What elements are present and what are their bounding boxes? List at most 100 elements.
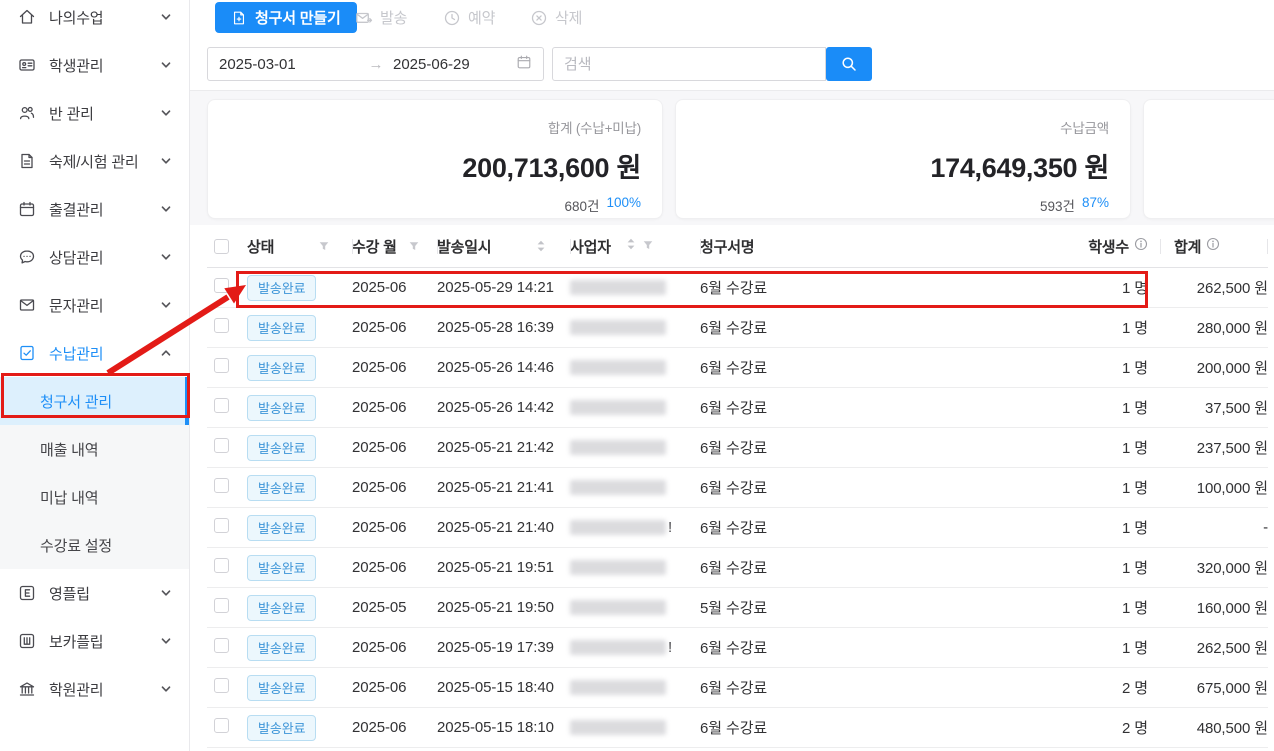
x-circle-icon	[531, 10, 547, 25]
delete-label: 삭제	[555, 10, 583, 27]
table-row[interactable]: 발송완료 2025-06 2025-05-19 17:39 ! 6월 수강료 1…	[207, 628, 1268, 668]
cell-month: 2025-06	[352, 479, 407, 496]
sidebar-item-label: 상담관리	[49, 249, 104, 267]
cell-status: 발송완료	[247, 314, 352, 341]
cell-sent-at: 2025-05-21 21:41	[437, 479, 554, 496]
filter-icon[interactable]	[318, 240, 352, 252]
cell-select	[207, 638, 247, 657]
table-row[interactable]: 발송완료 2025-06 2025-05-21 21:41 6월 수강료 1 명…	[207, 468, 1268, 508]
sidebar-item-sms[interactable]: 문자관리	[0, 281, 189, 329]
cell-business	[570, 720, 700, 735]
table-row[interactable]: 발송완료 2025-06 2025-05-29 14:21 6월 수강료 1 명…	[207, 268, 1268, 308]
search-input[interactable]	[552, 47, 826, 81]
table-row[interactable]: 발송완료 2025-06 2025-05-26 14:42 6월 수강료 1 명…	[207, 388, 1268, 428]
row-checkbox[interactable]	[214, 518, 229, 533]
cell-select	[207, 598, 247, 617]
cell-business	[570, 280, 700, 295]
cell-sent-at: 2025-05-21 21:42	[437, 439, 554, 456]
cell-total: 237,500 원	[1196, 440, 1268, 457]
submenu-item-unpaid-history[interactable]: 미납 내역	[0, 473, 189, 521]
cell-month: 2025-06	[352, 639, 407, 656]
submenu-item-sales-history[interactable]: 매출 내역	[0, 425, 189, 473]
row-checkbox[interactable]	[214, 718, 229, 733]
sidebar-item-academy-management[interactable]: 학원관리	[0, 665, 189, 713]
reserve-button[interactable]: 예약	[443, 2, 495, 33]
submenu-item-invoice-management[interactable]: 청구서 관리	[0, 377, 189, 425]
cell-select	[207, 398, 247, 417]
cell-sent-at: 2025-05-21 19:50	[437, 599, 554, 616]
send-button[interactable]: 발송	[355, 2, 407, 33]
row-checkbox[interactable]	[214, 398, 229, 413]
select-all-checkbox[interactable]	[214, 238, 229, 254]
filter-icon[interactable]	[642, 238, 654, 255]
info-icon[interactable]	[1134, 237, 1148, 255]
business-name-redacted	[570, 720, 666, 735]
calendar-icon[interactable]	[516, 54, 532, 74]
table-row[interactable]: 발송완료 2025-06 2025-05-21 19:51 6월 수강료 1 명…	[207, 548, 1268, 588]
sidebar-item-counseling[interactable]: 상담관리	[0, 233, 189, 281]
row-checkbox[interactable]	[214, 478, 229, 493]
sidebar-item-my-classes[interactable]: 나의수업	[0, 0, 189, 41]
table-row[interactable]: 발송완료 2025-06 2025-05-26 14:46 6월 수강료 1 명…	[207, 348, 1268, 388]
table-row[interactable]: 발송완료 2025-06 2025-05-15 18:10 6월 수강료 2 명…	[207, 708, 1268, 748]
date-range-picker[interactable]: →	[207, 47, 544, 81]
card-percent[interactable]: 87%	[1081, 195, 1109, 210]
table-row[interactable]: 발송완료 2025-06 2025-05-28 16:39 6월 수강료 1 명…	[207, 308, 1268, 348]
send-label: 발송	[380, 10, 408, 27]
date-range-arrow: →	[368, 55, 384, 73]
sort-icon[interactable]	[536, 239, 570, 253]
table-row[interactable]: 발송완료 2025-05 2025-05-21 19:50 5월 수강료 1 명…	[207, 588, 1268, 628]
cell-invoice-name: 6월 수강료	[700, 720, 768, 737]
sidebar-item-attendance[interactable]: 출결관리	[0, 185, 189, 233]
info-icon[interactable]	[1206, 237, 1220, 255]
date-from-input[interactable]	[219, 55, 365, 73]
search-button[interactable]	[826, 47, 872, 81]
status-badge: 발송완료	[247, 594, 317, 621]
submenu-item-tuition-settings[interactable]: 수강료 설정	[0, 521, 189, 569]
cell-month: 2025-06	[352, 679, 407, 696]
row-checkbox[interactable]	[214, 318, 229, 333]
cell-month: 2025-06	[352, 319, 407, 336]
cell-select	[207, 318, 247, 337]
sidebar-item-label: 보카플립	[49, 633, 104, 651]
sidebar-nav: 나의수업 학생관리 반 관리 숙제/시험 관리	[0, 0, 189, 713]
status-badge: 발송완료	[247, 674, 317, 701]
cell-sent-at: 2025-05-26 14:46	[437, 359, 554, 376]
sidebar-item-class-management[interactable]: 반 관리	[0, 89, 189, 137]
sort-icon[interactable]	[626, 237, 636, 255]
sidebar-item-vocaflip[interactable]: 보카플립	[0, 617, 189, 665]
create-invoice-button[interactable]: 청구서 만들기	[215, 2, 357, 33]
card-amount: 200,713,600 원	[462, 153, 641, 183]
calendar-icon	[18, 200, 36, 218]
filter-icon[interactable]	[408, 240, 437, 252]
sidebar-item-homework-exam[interactable]: 숙제/시험 관리	[0, 137, 189, 185]
cell-invoice-name: 6월 수강료	[700, 280, 768, 297]
delete-button[interactable]: 삭제	[530, 2, 582, 33]
row-checkbox[interactable]	[214, 638, 229, 653]
cell-invoice-name: 6월 수강료	[700, 400, 768, 417]
cell-status: 발송완료	[247, 554, 352, 581]
cell-invoice-name: 6월 수강료	[700, 520, 768, 537]
date-to-input[interactable]	[393, 55, 503, 73]
row-checkbox[interactable]	[214, 678, 229, 693]
row-checkbox[interactable]	[214, 358, 229, 373]
row-checkbox[interactable]	[214, 558, 229, 573]
status-badge: 발송완료	[247, 554, 317, 581]
table-row[interactable]: 발송완료 2025-06 2025-05-15 18:40 6월 수강료 2 명…	[207, 668, 1268, 708]
cell-total: -	[1263, 519, 1268, 536]
table-row[interactable]: 발송완료 2025-06 2025-05-21 21:42 6월 수강료 1 명…	[207, 428, 1268, 468]
sidebar-item-youngflip[interactable]: 영플립	[0, 569, 189, 617]
business-name-redacted	[570, 400, 666, 415]
cell-total: 675,000 원	[1196, 680, 1268, 697]
sidebar-item-students[interactable]: 학생관리	[0, 41, 189, 89]
row-checkbox[interactable]	[214, 438, 229, 453]
cell-select	[207, 278, 247, 297]
sidebar-item-payments[interactable]: 수납관리	[0, 329, 189, 377]
table-row[interactable]: 발송완료 2025-06 2025-05-21 21:40 ! 6월 수강료 1…	[207, 508, 1268, 548]
chevron-down-icon	[159, 586, 173, 600]
row-checkbox[interactable]	[214, 598, 229, 613]
row-checkbox[interactable]	[214, 278, 229, 293]
sidebar-item-label: 학생관리	[49, 57, 104, 75]
sidebar: 나의수업 학생관리 반 관리 숙제/시험 관리	[0, 0, 190, 751]
card-percent[interactable]: 100%	[606, 195, 641, 210]
